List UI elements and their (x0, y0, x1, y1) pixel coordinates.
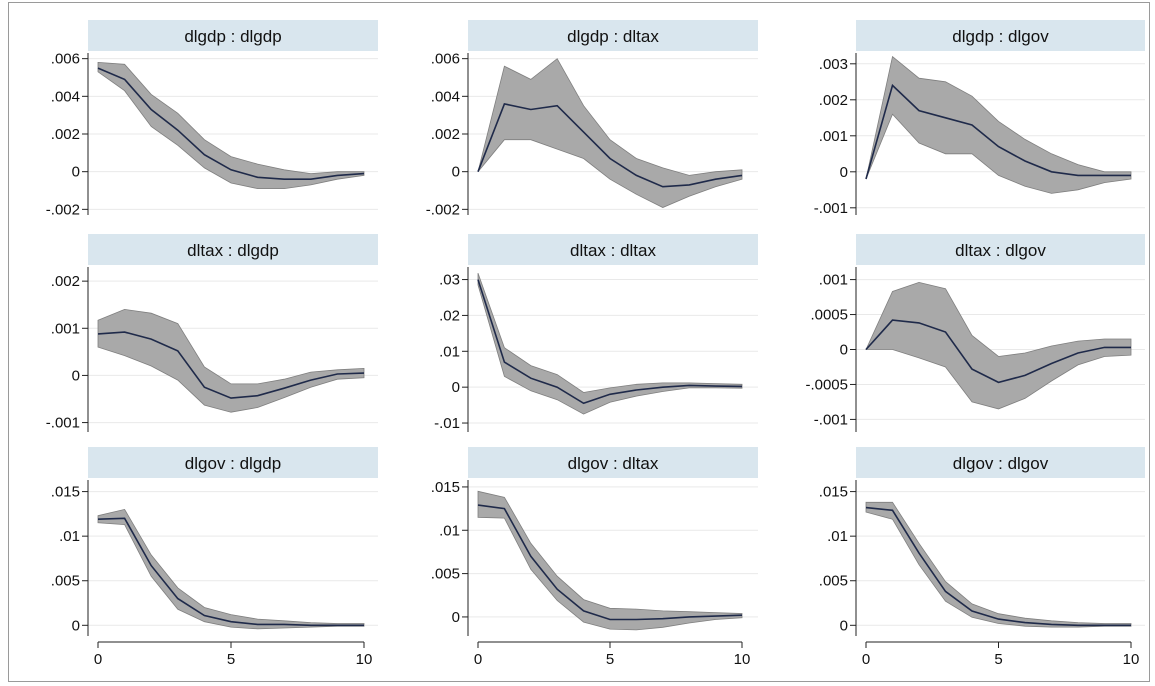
x-tick-label: 5 (606, 651, 614, 668)
x-tick-label: 10 (734, 651, 751, 668)
panel-title: dlgdp : dltax (567, 27, 659, 46)
y-tick-label: .015 (51, 484, 80, 501)
y-tick-label: .004 (431, 88, 460, 105)
confidence-band (865, 501, 1132, 628)
confidence-band (97, 508, 365, 630)
irf-line (97, 67, 365, 180)
y-tick-label: -.001 (46, 415, 80, 432)
panel-title: dlgov : dlgdp (185, 454, 281, 473)
y-tick-label: .001 (819, 272, 848, 289)
y-tick-label: 0 (72, 367, 80, 384)
x-tick-label: 5 (994, 651, 1002, 668)
panel-title: dltax : dltax (570, 241, 656, 260)
panel-2: dlgdp : dltax -.002 0 .002 .004 .006 (426, 20, 758, 218)
y-tick-label: .002 (431, 126, 460, 143)
y-tick-label: .0005 (810, 307, 848, 324)
y-tick-label: .003 (819, 56, 848, 73)
x-tick-label: 0 (474, 651, 482, 668)
x-tick-label: 5 (227, 651, 235, 668)
confidence-band (477, 272, 743, 415)
y-tick-label: .006 (431, 51, 460, 68)
irf-line (477, 102, 743, 188)
panel-title: dlgdp : dlgdp (184, 27, 281, 46)
y-tick-label: .03 (439, 272, 460, 289)
irf-line (97, 331, 365, 399)
panel-1: dlgdp : dlgdp -.002 0 .002 .004 .006 (46, 20, 378, 218)
y-tick-label: 0 (452, 609, 460, 626)
panel-5: dltax : dltax -.01 0 .01 .02 .03 (434, 234, 758, 432)
y-tick-label: -.001 (814, 411, 848, 428)
panel-4: dltax : dlgdp -.001 0 .001 .002 (46, 234, 378, 432)
panel-7: dlgov : dlgdp 0 .005 .01 .015 0 5 10 (51, 447, 378, 668)
panel-title: dltax : dlgdp (187, 241, 279, 260)
y-tick-label: .005 (819, 573, 848, 590)
y-tick-label: 0 (840, 164, 848, 181)
x-tick-label: 0 (94, 651, 102, 668)
x-tick-label: 0 (862, 651, 870, 668)
confidence-band (477, 58, 743, 208)
y-tick-label: .01 (827, 528, 848, 545)
irf-line (477, 504, 743, 621)
panel-title: dlgov : dltax (568, 454, 659, 473)
panel-title: dlgov : dlgov (953, 454, 1049, 473)
y-tick-label: .005 (431, 566, 460, 583)
panel-title: dltax : dlgov (955, 241, 1046, 260)
y-tick-label: .002 (51, 273, 80, 290)
panel-title-bar (468, 447, 758, 478)
irf-line (865, 506, 1131, 627)
y-tick-label: 0 (452, 164, 460, 181)
y-tick-label: -.002 (426, 201, 460, 218)
y-tick-label: .006 (51, 51, 80, 68)
y-tick-label: .004 (51, 88, 80, 105)
y-tick-label: 0 (72, 164, 80, 181)
panel-8: dlgov : dltax 0 .005 .01 .015 0 5 10 (431, 447, 758, 668)
panel-3: dlgdp : dlgov -.001 0 .001 .002 .003 (814, 20, 1145, 217)
confidence-band (97, 308, 365, 413)
irf-line (865, 319, 1131, 384)
irf-line (477, 279, 743, 405)
y-tick-label: .015 (431, 479, 460, 496)
panel-title-bar (88, 447, 378, 478)
y-tick-label: .001 (51, 320, 80, 337)
y-tick-label: .015 (819, 484, 848, 501)
y-tick-label: 0 (72, 617, 80, 634)
y-tick-label: .01 (439, 343, 460, 360)
confidence-band (865, 55, 1132, 194)
y-tick-label: .002 (51, 126, 80, 143)
irf-line (97, 517, 364, 627)
y-tick-label: .01 (439, 522, 460, 539)
y-tick-label: .01 (59, 528, 80, 545)
panel-title-bar (88, 234, 378, 265)
x-tick-label: 10 (1123, 651, 1140, 668)
y-tick-label: 0 (840, 617, 848, 634)
panel-9: dlgov : dlgov 0 .005 .01 .015 0 5 10 (819, 447, 1145, 668)
x-tick-label: 10 (356, 651, 373, 668)
panel-6: dltax : dlgov -.001 -.0005 0 .0005 .001 (805, 234, 1145, 432)
y-tick-label: -.002 (46, 201, 80, 218)
y-tick-label: .001 (819, 128, 848, 145)
panel-title-bar (856, 447, 1145, 478)
y-tick-label: -.001 (814, 200, 848, 217)
panel-title-bar (468, 234, 758, 265)
confidence-band (477, 490, 743, 631)
y-tick-label: 0 (840, 342, 848, 359)
irf-line (865, 83, 1131, 180)
panel-title-bar (856, 234, 1145, 265)
y-tick-label: -.01 (434, 415, 460, 432)
y-tick-label: .02 (439, 307, 460, 324)
panel-title-bar (856, 20, 1145, 51)
y-tick-label: -.0005 (805, 376, 848, 393)
panel-title: dlgdp : dlgov (952, 27, 1049, 46)
panel-title-bar (88, 20, 378, 51)
confidence-band (865, 281, 1132, 410)
y-tick-label: 0 (452, 379, 460, 396)
panel-title-bar (468, 20, 758, 51)
y-tick-label: .005 (51, 573, 80, 590)
y-tick-label: .002 (819, 92, 848, 109)
